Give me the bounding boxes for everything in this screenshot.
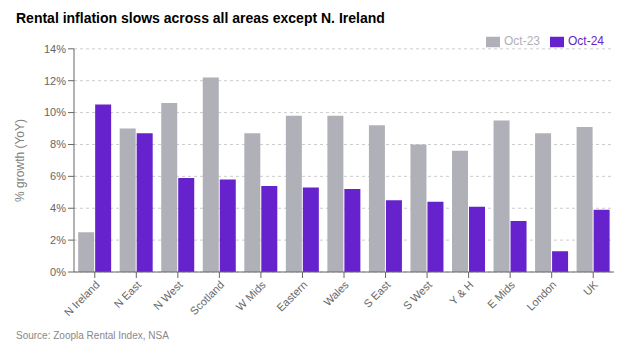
svg-text:4%: 4% [50, 202, 66, 214]
svg-text:6%: 6% [50, 170, 66, 182]
svg-text:12%: 12% [44, 75, 66, 87]
svg-text:10%: 10% [44, 106, 66, 118]
svg-text:Eastern: Eastern [274, 278, 309, 313]
svg-text:Y & H: Y & H [447, 278, 476, 307]
svg-text:London: London [524, 278, 558, 312]
svg-text:14%: 14% [44, 43, 66, 55]
svg-text:2%: 2% [50, 234, 66, 246]
html-text:Oct-23: Oct-23 [504, 34, 540, 48]
svg-text:8%: 8% [50, 138, 66, 150]
html-text:Source: Zoopla Rental Index, N: Source: Zoopla Rental Index, NSA [16, 330, 169, 341]
svg-text:N East: N East [111, 278, 143, 310]
html-text:Rental inflation slows across: Rental inflation slows across all areas … [16, 10, 385, 26]
svg-text:W Mids: W Mids [233, 278, 268, 313]
svg-text:S West: S West [401, 278, 434, 311]
svg-text:Scotland: Scotland [188, 278, 227, 317]
svg-text:N Ireland: N Ireland [62, 278, 102, 318]
svg-text:E Mids: E Mids [485, 278, 518, 311]
svg-text:% growth (YoY): % growth (YoY) [13, 119, 27, 202]
svg-text:S East: S East [361, 278, 392, 309]
svg-text:UK: UK [581, 278, 601, 298]
svg-text:Wales: Wales [321, 278, 351, 308]
svg-text:0%: 0% [50, 266, 66, 278]
svg-text:N West: N West [151, 278, 185, 312]
html-text:Oct-24: Oct-24 [568, 34, 604, 48]
